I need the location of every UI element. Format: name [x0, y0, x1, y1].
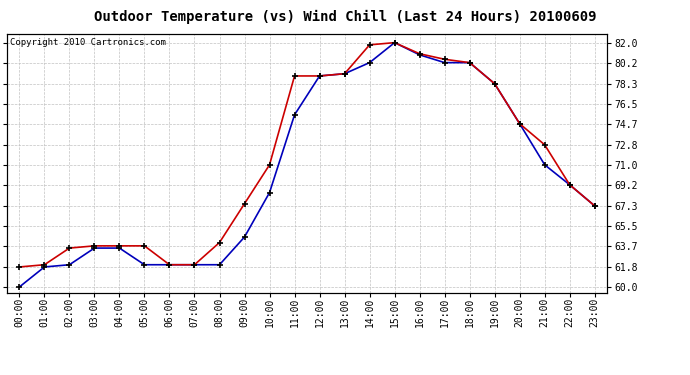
Text: Outdoor Temperature (vs) Wind Chill (Last 24 Hours) 20100609: Outdoor Temperature (vs) Wind Chill (Las… [94, 9, 596, 24]
Text: Copyright 2010 Cartronics.com: Copyright 2010 Cartronics.com [10, 38, 166, 46]
